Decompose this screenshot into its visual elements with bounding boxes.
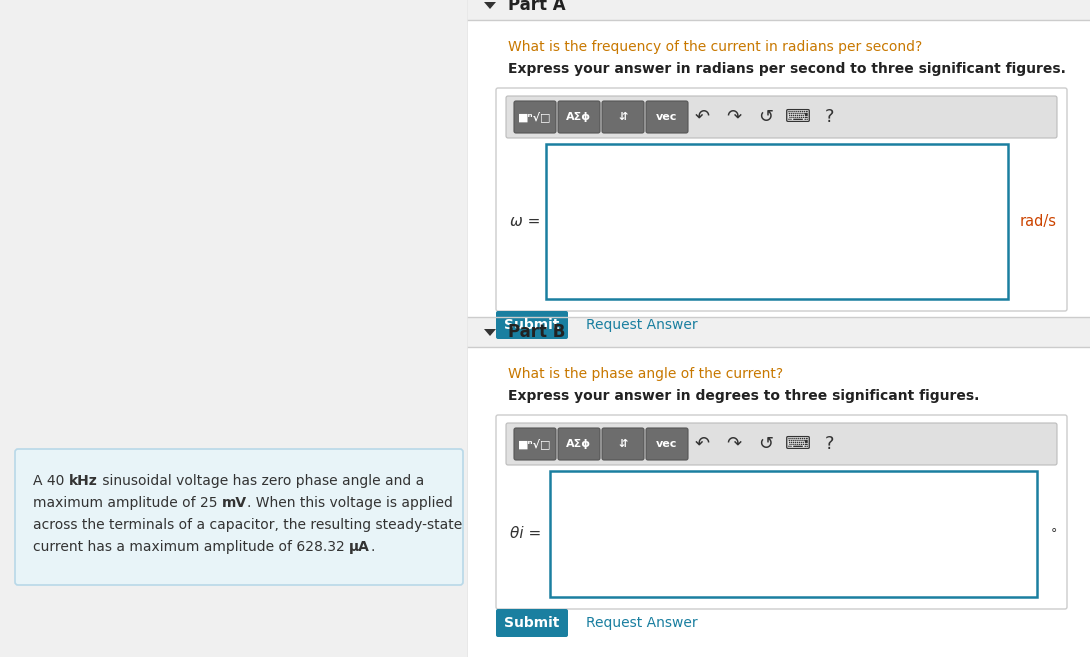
Bar [468,0,1090,657]
Text: .: . [370,540,374,554]
Text: AΣϕ: AΣϕ [567,112,592,122]
Bar [468,317,1090,347]
Text: ω =: ω = [510,214,541,229]
Text: ↶: ↶ [694,435,710,453]
Text: What is the phase angle of the current?: What is the phase angle of the current? [508,367,783,381]
Text: current has a maximum amplitude of 628.32: current has a maximum amplitude of 628.3… [33,540,349,554]
FancyBboxPatch shape [646,101,688,133]
Text: mV: mV [222,496,247,510]
Polygon shape [484,2,496,9]
Text: ⇵: ⇵ [618,439,628,449]
FancyBboxPatch shape [602,101,644,133]
Text: across the terminals of a capacitor, the resulting steady-state: across the terminals of a capacitor, the… [33,518,462,532]
Text: ■ⁿ√□: ■ⁿ√□ [518,112,552,122]
Text: A 40: A 40 [33,474,69,488]
Text: Request Answer: Request Answer [586,616,698,630]
FancyBboxPatch shape [558,101,600,133]
FancyBboxPatch shape [514,101,556,133]
FancyBboxPatch shape [506,423,1057,465]
FancyBboxPatch shape [496,311,568,339]
Text: . When this voltage is applied: . When this voltage is applied [247,496,452,510]
Text: Request Answer: Request Answer [586,318,698,332]
Text: What is the frequency of the current in radians per second?: What is the frequency of the current in … [508,40,922,54]
FancyBboxPatch shape [496,609,568,637]
Text: ⌨: ⌨ [785,435,811,453]
Text: Part A: Part A [508,0,566,14]
Text: Express your answer in degrees to three significant figures.: Express your answer in degrees to three … [508,389,980,403]
Text: ↷: ↷ [726,108,741,126]
Bar [550,471,1037,597]
Text: AΣϕ: AΣϕ [567,439,592,449]
FancyBboxPatch shape [496,415,1067,609]
Text: Part B: Part B [508,323,566,341]
Text: ↶: ↶ [694,108,710,126]
Text: ⇵: ⇵ [618,112,628,122]
Text: ■ⁿ√□: ■ⁿ√□ [518,439,552,449]
FancyBboxPatch shape [506,96,1057,138]
Text: ⌨: ⌨ [785,108,811,126]
Text: Express your answer in radians per second to three significant figures.: Express your answer in radians per secon… [508,62,1066,76]
Text: vec: vec [656,112,678,122]
Text: vec: vec [656,439,678,449]
FancyBboxPatch shape [15,449,463,585]
Bar [468,20,1090,317]
FancyBboxPatch shape [496,88,1067,311]
Text: ?: ? [825,108,835,126]
Text: Submit: Submit [505,318,559,332]
Bar [468,0,1090,20]
Text: sinusoidal voltage has zero phase angle and a: sinusoidal voltage has zero phase angle … [97,474,424,488]
FancyBboxPatch shape [646,428,688,460]
Text: ↺: ↺ [759,435,774,453]
Text: ?: ? [825,435,835,453]
Text: °: ° [1051,528,1057,541]
Text: ↺: ↺ [759,108,774,126]
FancyBboxPatch shape [602,428,644,460]
Text: Submit: Submit [505,616,559,630]
Polygon shape [484,329,496,336]
Text: ↷: ↷ [726,435,741,453]
Text: θi =: θi = [510,526,542,541]
FancyBboxPatch shape [558,428,600,460]
Bar [546,144,1008,299]
Text: kHz: kHz [69,474,97,488]
Text: maximum amplitude of 25: maximum amplitude of 25 [33,496,222,510]
Text: μA: μA [349,540,370,554]
Text: rad/s: rad/s [1020,214,1057,229]
FancyBboxPatch shape [514,428,556,460]
Bar [468,347,1090,657]
